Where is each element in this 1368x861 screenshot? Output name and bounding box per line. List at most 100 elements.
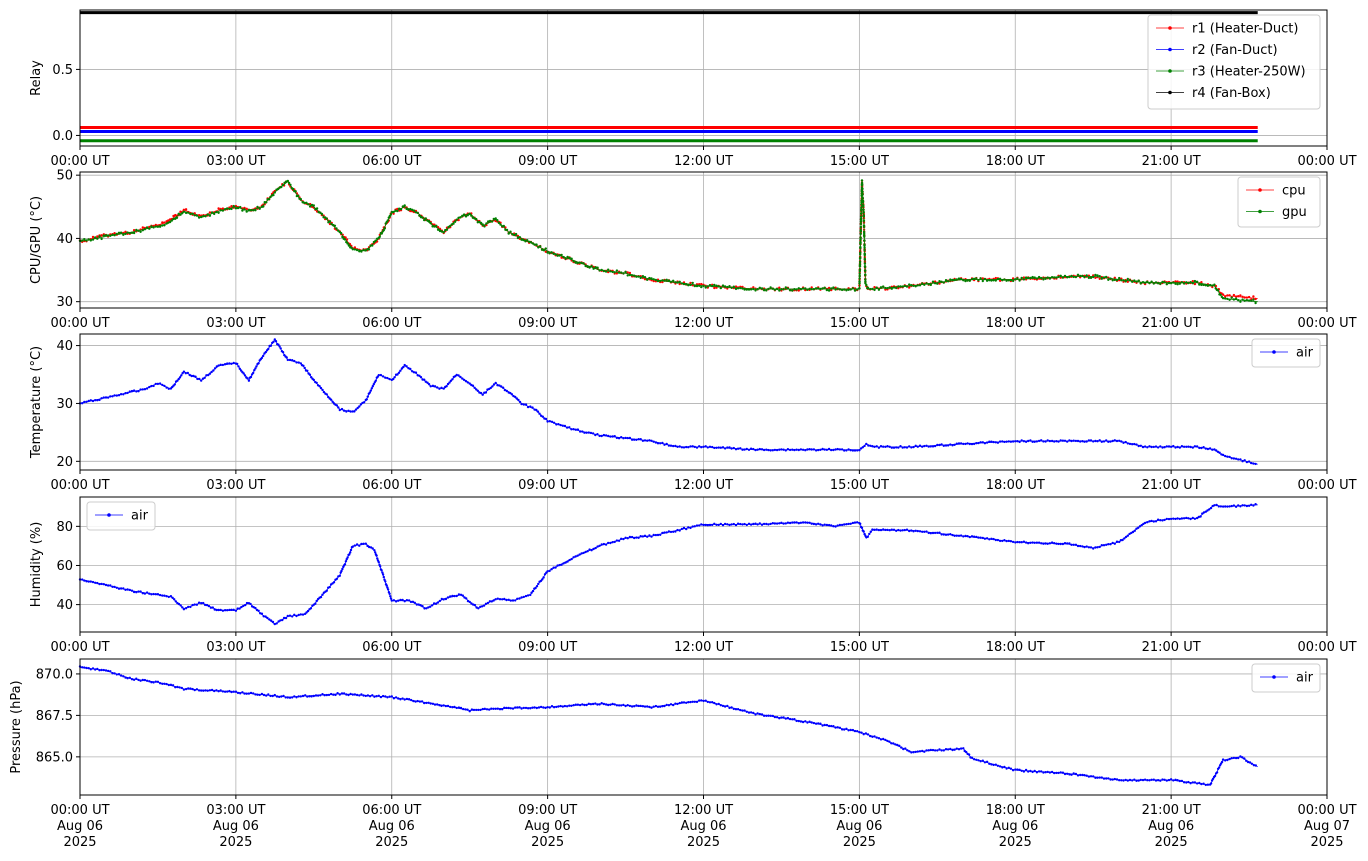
data-point [167, 221, 170, 224]
data-point [399, 698, 402, 701]
data-point [1245, 759, 1248, 762]
data-point [834, 448, 837, 451]
data-point [810, 288, 813, 291]
data-point [769, 449, 772, 452]
data-point [407, 367, 410, 370]
data-point [552, 706, 556, 709]
data-point [859, 246, 862, 249]
data-point [318, 385, 321, 388]
data-point [1189, 445, 1192, 449]
data-point [786, 716, 790, 720]
data-point [795, 288, 798, 291]
data-point [663, 279, 666, 282]
data-point [167, 219, 170, 222]
data-point [778, 448, 781, 451]
data-point [556, 254, 559, 257]
data-point [489, 386, 492, 390]
data-point [496, 707, 499, 710]
data-point [1143, 281, 1147, 284]
data-point [1018, 279, 1021, 282]
data-point [137, 229, 140, 232]
data-point [564, 257, 567, 260]
data-point [992, 440, 995, 444]
data-point [596, 703, 599, 706]
data-point [1193, 279, 1197, 283]
x-tick-label: Aug 06 [57, 819, 103, 834]
x-tick-label: 18:00 UT [986, 640, 1045, 655]
data-point [202, 601, 205, 605]
data-point [1254, 297, 1257, 301]
data-point [163, 224, 166, 227]
data-point [282, 616, 286, 620]
data-point [451, 594, 454, 598]
data-point [295, 696, 298, 699]
data-point [565, 426, 569, 429]
data-point [459, 216, 462, 219]
data-point [462, 378, 466, 382]
data-point [1014, 278, 1017, 281]
data-point [113, 672, 116, 675]
data-point [734, 287, 738, 291]
data-point [834, 726, 837, 729]
data-point [702, 445, 705, 448]
data-point [600, 434, 603, 438]
data-point [981, 277, 984, 280]
data-point [542, 249, 546, 252]
data-point [1120, 440, 1123, 443]
data-point [459, 375, 462, 379]
data-point [871, 287, 874, 291]
data-point [111, 585, 114, 588]
data-point [962, 279, 965, 282]
data-point [1232, 298, 1236, 301]
data-point [594, 433, 597, 437]
data-point [979, 536, 982, 539]
data-point [793, 521, 796, 524]
data-point [526, 239, 529, 242]
data-point [1185, 281, 1188, 284]
data-point [1124, 778, 1127, 782]
data-point [732, 446, 735, 450]
data-point [520, 707, 523, 710]
data-point [442, 598, 445, 601]
data-point [369, 244, 372, 247]
data-point [455, 218, 458, 221]
data-point [602, 433, 606, 437]
data-point [693, 445, 696, 449]
data-point [213, 608, 216, 611]
data-point [537, 706, 541, 709]
data-point [1027, 770, 1030, 773]
data-point [1226, 294, 1229, 297]
data-point [219, 689, 222, 692]
data-point [788, 289, 792, 292]
data-point [262, 205, 265, 208]
data-point [275, 622, 278, 625]
data-point [1066, 276, 1069, 279]
data-point [554, 253, 557, 256]
data-point [817, 522, 820, 525]
data-point [1254, 503, 1257, 506]
data-point [752, 287, 755, 291]
data-point [1072, 772, 1075, 775]
data-point [626, 274, 629, 277]
data-point [810, 721, 813, 724]
data-point [968, 442, 971, 446]
data-point [838, 448, 842, 451]
data-point [425, 701, 428, 705]
data-point [475, 388, 478, 391]
data-point [520, 238, 523, 241]
data-point [849, 449, 852, 452]
data-point [964, 279, 967, 283]
data-point [981, 536, 984, 540]
data-point [797, 522, 800, 525]
data-point [371, 547, 374, 550]
data-point [998, 277, 1002, 280]
data-point [128, 676, 131, 679]
data-point [611, 435, 614, 438]
data-point [210, 211, 214, 214]
data-point [775, 716, 779, 719]
data-point [620, 704, 623, 707]
data-point [788, 521, 792, 525]
data-point [626, 436, 629, 440]
data-point [863, 239, 866, 242]
data-point [191, 212, 194, 215]
